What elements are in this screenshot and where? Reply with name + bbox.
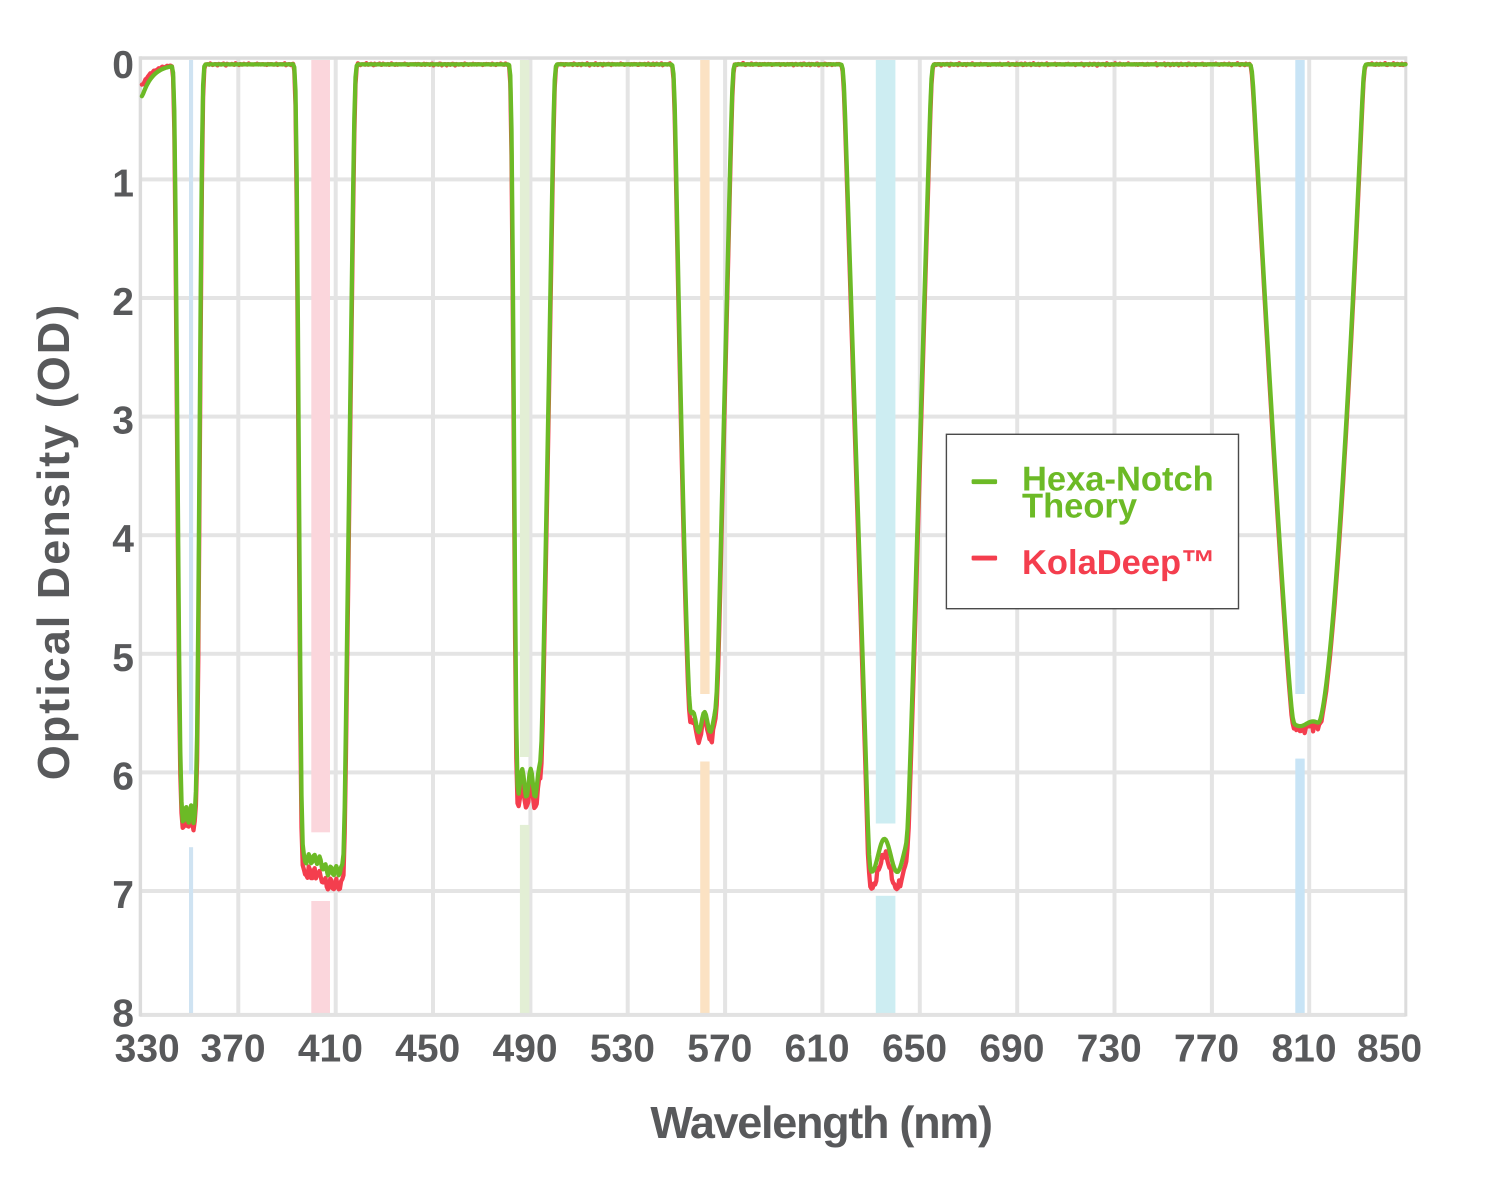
svg-text:530: 530 — [590, 1028, 655, 1071]
svg-text:1: 1 — [112, 162, 134, 205]
svg-text:490: 490 — [493, 1028, 558, 1071]
svg-text:2: 2 — [112, 281, 134, 324]
svg-text:6: 6 — [112, 755, 134, 798]
svg-text:0: 0 — [112, 44, 134, 87]
svg-text:Optical Density (OD): Optical Density (OD) — [28, 303, 79, 781]
svg-text:330: 330 — [115, 1028, 180, 1071]
svg-text:770: 770 — [1174, 1028, 1239, 1071]
svg-text:7: 7 — [112, 874, 134, 917]
svg-text:KolaDeep™: KolaDeep™ — [1022, 544, 1216, 582]
svg-text:Theory: Theory — [1022, 488, 1137, 526]
svg-text:610: 610 — [785, 1028, 850, 1071]
svg-text:370: 370 — [200, 1028, 265, 1071]
svg-text:8: 8 — [112, 993, 134, 1036]
svg-text:410: 410 — [298, 1028, 363, 1071]
svg-text:5: 5 — [112, 637, 134, 680]
svg-text:4: 4 — [112, 518, 134, 561]
svg-text:Hexa-Notch: Hexa-Notch — [1022, 460, 1214, 498]
svg-text:810: 810 — [1271, 1028, 1336, 1071]
svg-text:730: 730 — [1077, 1028, 1142, 1071]
svg-text:3: 3 — [112, 400, 134, 443]
svg-text:690: 690 — [979, 1028, 1044, 1071]
svg-text:650: 650 — [882, 1028, 947, 1071]
svg-text:Wavelength (nm): Wavelength (nm) — [650, 1097, 991, 1148]
svg-text:450: 450 — [395, 1028, 460, 1071]
svg-text:570: 570 — [687, 1028, 752, 1071]
svg-text:850: 850 — [1357, 1028, 1422, 1071]
